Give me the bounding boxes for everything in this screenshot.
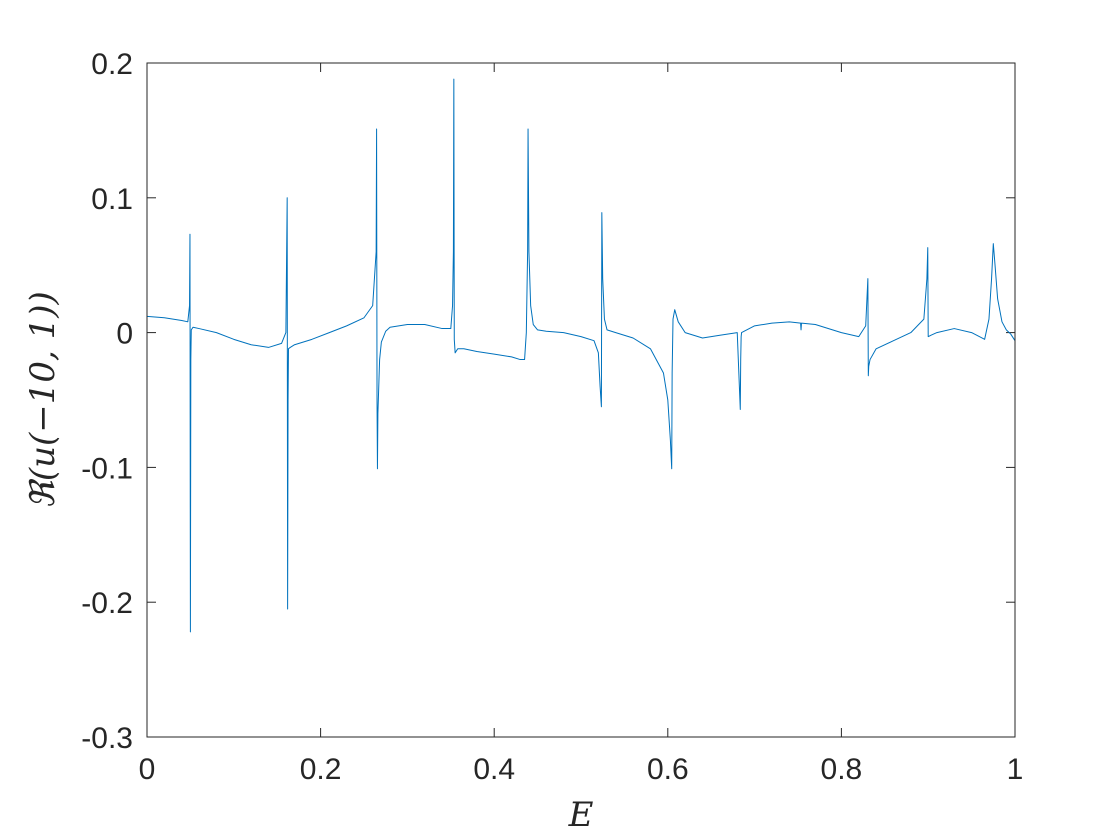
axes-frame xyxy=(146,62,1016,738)
x-tick-label: 0.2 xyxy=(300,753,342,786)
tick-labels: 0 0.2 0.4 0.6 0.8 1 0.2 0.1 0 -0.1 -0.2 -0.3 xyxy=(81,48,1023,786)
y-tick-label: 0.1 xyxy=(91,183,133,216)
y-tick-label: -0.2 xyxy=(81,587,133,620)
x-axis-label: E xyxy=(568,795,594,835)
x-tick-label: 1 xyxy=(1007,753,1024,786)
x-tick-label: 0.8 xyxy=(821,753,863,786)
y-tick-label: 0 xyxy=(116,318,133,351)
x-tick-label: 0.6 xyxy=(647,753,689,786)
x-tick-label: 0 xyxy=(139,753,156,786)
x-tick-label: 0.4 xyxy=(473,753,515,786)
y-axis-label: ℜ(u(−10, 1)) xyxy=(23,291,63,509)
axes-background xyxy=(147,63,1015,737)
y-tick-label: -0.1 xyxy=(81,452,133,485)
y-tick-label: 0.2 xyxy=(91,48,133,81)
data-series-line xyxy=(146,78,1016,633)
y-tick-label: -0.3 xyxy=(81,722,133,755)
